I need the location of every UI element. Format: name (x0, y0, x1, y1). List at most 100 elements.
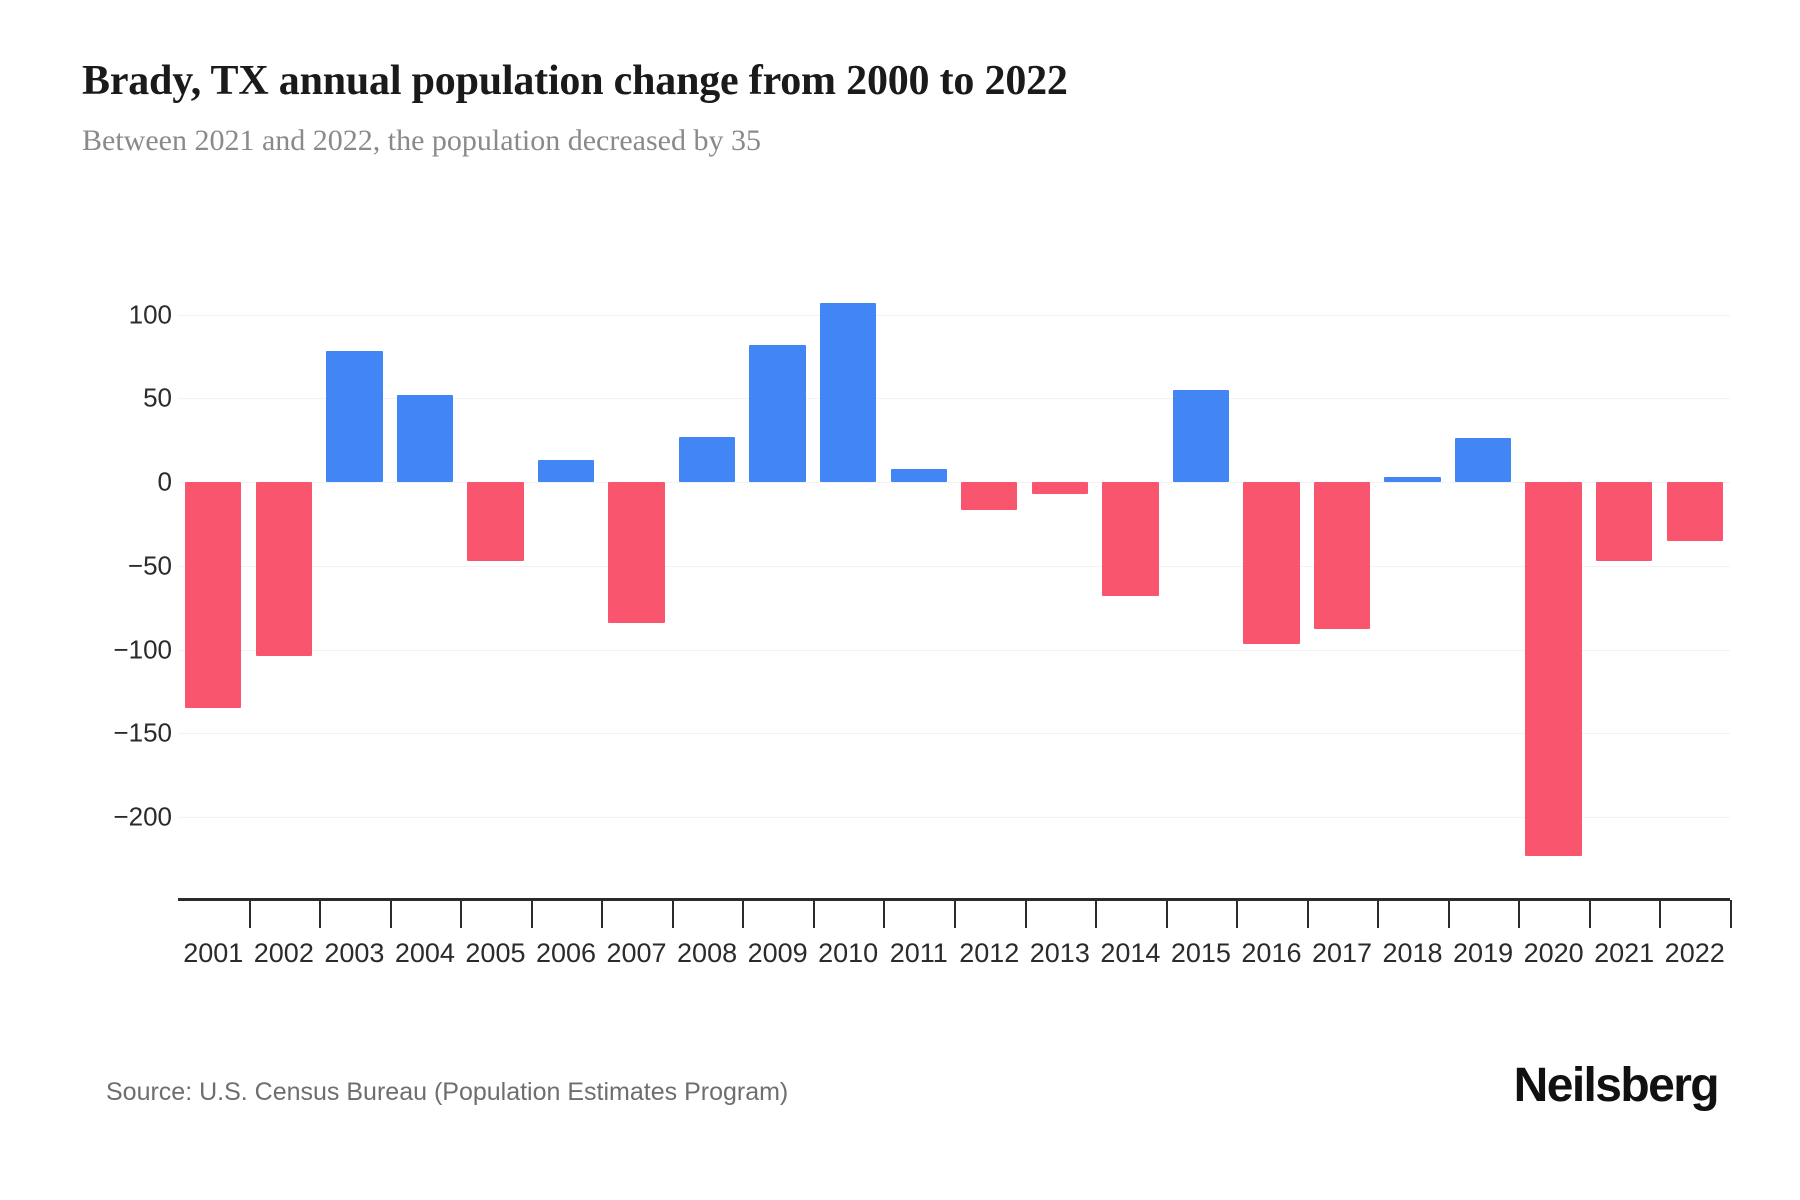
x-axis-tick (1165, 900, 1168, 928)
x-axis-label-2004: 2004 (394, 938, 455, 968)
x-axis-label-2018: 2018 (1382, 938, 1443, 968)
bar-2019[interactable] (1454, 438, 1512, 482)
page-title: Brady, TX annual population change from … (82, 58, 1068, 104)
y-axis-tick-label: −200 (113, 801, 172, 832)
gridline (178, 649, 1730, 651)
x-axis-tick (1236, 900, 1239, 928)
chart-subtitle: Between 2021 and 2022, the population de… (82, 124, 761, 157)
x-axis-label-2003: 2003 (324, 938, 385, 968)
bar-slot (1166, 0, 1237, 1200)
bar-slot (1448, 0, 1519, 1200)
bar-2008[interactable] (678, 436, 736, 482)
chart-header: Brady, TX annual population change from … (82, 55, 1722, 161)
bar-2016[interactable] (1243, 482, 1300, 645)
x-axis-line (178, 898, 1730, 901)
x-axis-label-2007: 2007 (606, 938, 667, 968)
x-axis-label-2020: 2020 (1523, 938, 1584, 968)
x-axis-tick (1306, 900, 1309, 928)
x-axis-tick (671, 900, 674, 928)
bar-2003[interactable] (326, 351, 383, 482)
x-axis-tick (742, 900, 745, 928)
y-axis-tick-label: 0 (157, 466, 172, 497)
x-axis-label-2021: 2021 (1594, 938, 1655, 968)
bar-slot (531, 0, 602, 1200)
bar-2017[interactable] (1313, 482, 1371, 630)
x-axis-tick (812, 900, 815, 928)
x-axis-label-2002: 2002 (253, 938, 314, 968)
x-axis-tick (389, 900, 392, 928)
bar-slot (460, 0, 531, 1200)
bar-slot (390, 0, 461, 1200)
x-axis-tick (1659, 900, 1662, 928)
bar-2010[interactable] (819, 302, 877, 482)
x-axis-tick (1377, 900, 1380, 928)
x-axis-tick (1730, 900, 1732, 928)
x-axis-tick (1518, 900, 1521, 928)
bar-2009[interactable] (749, 344, 806, 482)
bar-2011[interactable] (890, 468, 947, 482)
x-axis-label-2022: 2022 (1664, 938, 1725, 968)
bar-slot (249, 0, 320, 1200)
bar-slot (1377, 0, 1448, 1200)
x-axis-label-2005: 2005 (465, 938, 526, 968)
bar-2018[interactable] (1384, 476, 1441, 482)
x-axis-tick (1447, 900, 1450, 928)
x-axis-label-2012: 2012 (959, 938, 1020, 968)
bar-slot (1589, 0, 1660, 1200)
x-axis-tick (1024, 900, 1027, 928)
bar-slot (178, 0, 249, 1200)
x-axis-label-2009: 2009 (747, 938, 808, 968)
x-axis-label-2008: 2008 (677, 938, 738, 968)
bar-2022[interactable] (1666, 482, 1723, 541)
x-axis-label-2006: 2006 (535, 938, 597, 968)
x-axis-label-2019: 2019 (1453, 938, 1514, 968)
y-axis-tick-label: −150 (113, 717, 172, 748)
bar-slot (1025, 0, 1096, 1200)
bar-slot (1518, 0, 1589, 1200)
bar-slot (883, 0, 954, 1200)
y-axis-tick-label: 100 (128, 299, 172, 329)
bar-2005[interactable] (467, 482, 524, 561)
bar-slot (1236, 0, 1307, 1200)
gridline (178, 314, 1730, 316)
x-axis-tick (530, 900, 533, 928)
gridline (178, 482, 1730, 483)
bar-slot (672, 0, 743, 1200)
bar-slot (1095, 0, 1166, 1200)
y-axis-tick-label: 50 (143, 382, 172, 413)
x-axis-label-2016: 2016 (1241, 938, 1302, 968)
x-axis-label-2014: 2014 (1100, 938, 1161, 968)
bar-2007[interactable] (608, 482, 665, 623)
bar-slot (601, 0, 672, 1200)
bar-slot (813, 0, 884, 1200)
x-axis-tick (954, 900, 956, 928)
x-axis-tick (1095, 900, 1098, 928)
bar-2013[interactable] (1031, 482, 1088, 494)
gridline (178, 398, 1730, 400)
bar-2004[interactable] (396, 394, 454, 482)
bar-2001[interactable] (185, 482, 242, 709)
x-axis-tick (883, 900, 886, 928)
bar-slot (319, 0, 390, 1200)
bar-2014[interactable] (1102, 482, 1159, 596)
bar-2002[interactable] (255, 482, 312, 657)
bar-2006[interactable] (537, 460, 595, 482)
y-axis-tick-label: −50 (127, 550, 172, 581)
source-note: Source: U.S. Census Bureau (Population E… (106, 1078, 789, 1106)
gridline (178, 565, 1730, 567)
bars-group (178, 0, 1730, 1200)
x-axis-tick (1588, 900, 1591, 928)
x-axis-tick (601, 900, 604, 928)
x-axis-label-2010: 2010 (818, 938, 879, 968)
bar-slot (742, 0, 813, 1200)
x-axis-label-2017: 2017 (1311, 938, 1373, 968)
bar-2015[interactable] (1172, 389, 1230, 482)
bar-slot (1659, 0, 1730, 1200)
bar-2021[interactable] (1595, 482, 1653, 561)
x-axis-tick (248, 900, 251, 928)
gridline (178, 817, 1730, 818)
bar-2020[interactable] (1525, 482, 1582, 856)
bar-2012[interactable] (961, 482, 1018, 511)
